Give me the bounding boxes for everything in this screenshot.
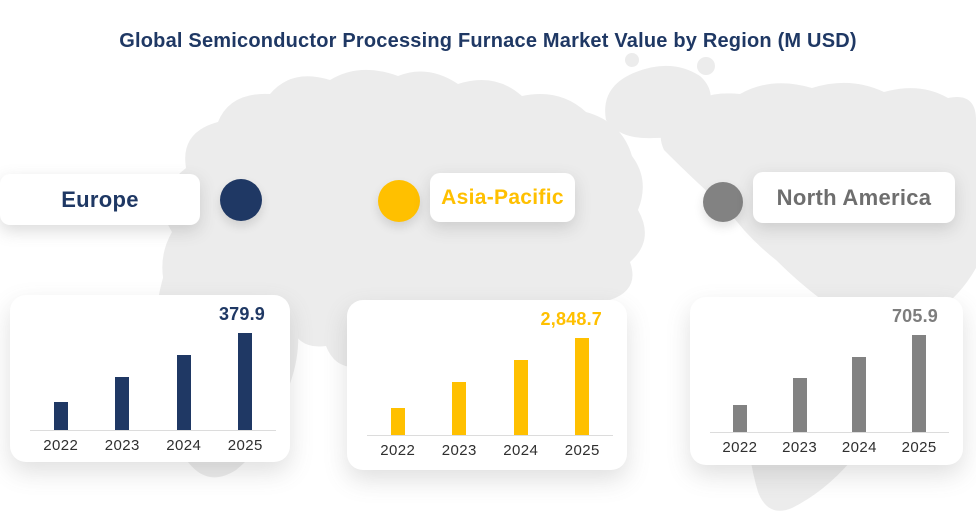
asia-pacific-year-labels: 2022 2023 2024 2025 xyxy=(367,442,613,459)
legend-card-asia-pacific: Asia-Pacific xyxy=(430,173,575,222)
bar-asia-pacific-2025 xyxy=(575,338,590,435)
europe-2025-value-label: 379.9 xyxy=(218,304,265,324)
year-tick: 2023 xyxy=(782,439,818,456)
europe-dot-marker xyxy=(220,179,262,221)
bar-europe-2022 xyxy=(53,401,68,430)
page-title: Global Semiconductor Processing Furnace … xyxy=(119,30,857,52)
year-tick: 2025 xyxy=(901,439,937,456)
asia-pacific-dot-marker xyxy=(378,180,420,222)
year-tick: 2022 xyxy=(380,442,416,459)
legend-card-europe: Europe xyxy=(0,174,200,225)
asia-pacific-bar-chart-card: 2,848.7 2022 2023 2024 2025 xyxy=(347,300,627,470)
bar-north-america-2023 xyxy=(792,378,807,432)
bar-europe-2024 xyxy=(176,354,191,430)
year-tick: 2024 xyxy=(841,439,877,456)
year-tick: 2025 xyxy=(564,442,600,459)
legend-label-north-america: North America xyxy=(776,184,932,210)
north-america-year-labels: 2022 2023 2024 2025 xyxy=(710,439,949,456)
asia-pacific-axis-baseline xyxy=(367,435,613,436)
legend-label-europe: Europe xyxy=(61,186,139,212)
bar-asia-pacific-2024 xyxy=(513,360,528,435)
map-arctic-islet xyxy=(697,57,715,75)
legend-card-north-america: North America xyxy=(753,172,955,223)
north-america-axis-baseline xyxy=(710,432,949,433)
bar-north-america-2022 xyxy=(732,404,747,432)
north-america-dot-marker xyxy=(703,182,743,222)
north-america-bar-chart-card: 705.9 2022 2023 2024 2025 xyxy=(690,297,963,465)
year-tick: 2023 xyxy=(104,437,140,454)
year-tick: 2025 xyxy=(227,437,263,454)
north-america-bar-plot xyxy=(710,335,949,432)
europe-year-labels: 2022 2023 2024 2025 xyxy=(30,437,276,454)
map-arctic-islet xyxy=(625,53,639,67)
year-tick: 2022 xyxy=(43,437,79,454)
legend-label-asia-pacific: Asia-Pacific xyxy=(441,185,564,209)
year-tick: 2022 xyxy=(722,439,758,456)
bar-europe-2025 xyxy=(238,333,253,430)
year-tick: 2024 xyxy=(166,437,202,454)
bar-asia-pacific-2022 xyxy=(390,408,405,435)
year-tick: 2023 xyxy=(441,442,477,459)
europe-bar-chart-card: 379.9 2022 2023 2024 2025 xyxy=(10,295,290,462)
asia-pacific-bar-plot xyxy=(367,338,613,435)
europe-bar-plot xyxy=(30,333,276,430)
north-america-2025-value-label: 705.9 xyxy=(891,306,938,326)
bar-north-america-2024 xyxy=(852,357,867,432)
bar-north-america-2025 xyxy=(912,335,927,432)
bar-europe-2023 xyxy=(115,376,130,430)
year-tick: 2024 xyxy=(503,442,539,459)
europe-axis-baseline xyxy=(30,430,276,431)
bar-asia-pacific-2023 xyxy=(452,382,467,435)
asia-pacific-2025-value-label: 2,848.7 xyxy=(540,309,602,329)
